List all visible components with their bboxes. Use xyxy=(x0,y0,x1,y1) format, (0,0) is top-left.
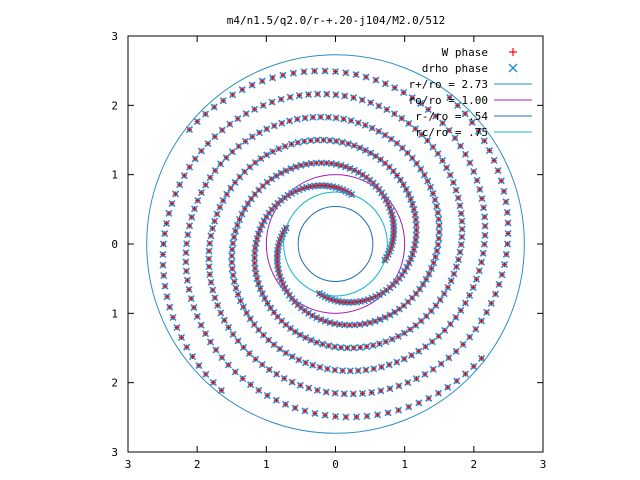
legend-label: ro/ro = 1.00 xyxy=(409,94,488,107)
x-tick-label: 2 xyxy=(471,458,478,471)
legend-label: drho phase xyxy=(422,62,488,75)
x-tick-label: 3 xyxy=(125,458,132,471)
y-tick-label: 3 xyxy=(111,30,118,43)
legend-label: r-/ro = .54 xyxy=(415,110,488,123)
y-tick-label: 2 xyxy=(111,99,118,112)
chart-title: m4/n1.5/q2.0/r-+.20-j104/M2.0/512 xyxy=(227,14,446,27)
x-tick-label: 1 xyxy=(401,458,408,471)
y-tick-label: 2 xyxy=(111,377,118,390)
radius-circle xyxy=(283,191,388,297)
y-tick-label: 1 xyxy=(111,169,118,182)
legend: W phase drho phase r+/ro = 2.73 ro/ro = 1.0… xyxy=(409,46,532,139)
legend-label: r+/ro = 2.73 xyxy=(409,78,488,91)
x-tick-label: 1 xyxy=(263,458,270,471)
radius-circle xyxy=(297,206,374,282)
y-tick-label: 3 xyxy=(111,446,118,459)
radius-circle xyxy=(265,174,406,314)
legend-cross-marker xyxy=(508,63,518,73)
y-tick-label: 0 xyxy=(111,238,118,251)
x-tick-label: 2 xyxy=(194,458,201,471)
radius-circles xyxy=(146,54,525,434)
legend-label: W phase xyxy=(442,46,488,59)
phase-points xyxy=(159,67,512,421)
x-tick-label: 0 xyxy=(332,458,339,471)
x-tick-label: 3 xyxy=(540,458,547,471)
radius-circle xyxy=(146,54,525,434)
y-tick-label: 1 xyxy=(111,307,118,320)
legend-label: rc/ro = .75 xyxy=(415,126,488,139)
